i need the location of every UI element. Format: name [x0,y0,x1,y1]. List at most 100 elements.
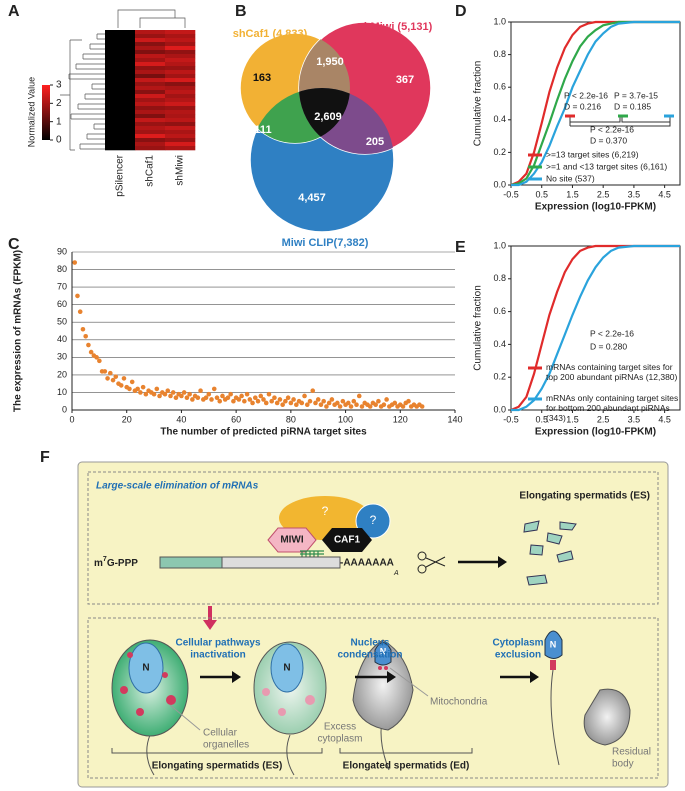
heat-cell [105,90,136,95]
x-tick-label: 1.5 [566,414,579,424]
heat-cell [105,34,136,39]
arrow-head [498,556,507,568]
point [129,379,135,385]
residual-body [583,688,631,746]
nucleus [374,642,392,666]
point [190,397,195,402]
point [86,342,91,348]
panel-label: C [8,236,20,253]
point [381,402,387,408]
heat-cell [105,62,136,67]
heat-cell [135,138,166,143]
point [318,402,324,408]
heat-cell [105,82,136,87]
point [170,390,176,395]
nucleus-label: N [380,646,387,656]
heat-cell [165,70,196,75]
heat-cell [165,110,196,115]
heat-cell [165,62,196,67]
heat-cell [105,94,136,99]
step: condensation [337,650,402,661]
top-box [87,471,659,605]
panel-f: F Large-scale elimination of mRNAs Elong… [40,449,669,788]
point [376,398,381,404]
point [313,400,318,406]
point [299,400,305,406]
top-title: Large-scale elimination of mRNAs [96,481,259,492]
point [83,333,88,339]
residual-label: body [612,759,634,770]
triple [299,88,350,143]
unknown: ? [370,513,377,527]
heat-cell [105,134,136,139]
protein-label: MIWI [280,535,304,546]
point [187,391,192,397]
point [326,400,332,406]
point [184,395,190,401]
tail [286,734,295,776]
point [258,393,264,399]
set-label: shCaf1 (4,833) [233,28,308,40]
heat-cell [165,74,196,79]
legend-label: mRNAs containing target sites for top 20… [546,362,678,382]
legend-label: No site (537) [546,173,595,183]
point [261,397,266,402]
point [135,386,140,392]
x-tick-label: 1.5 [566,189,579,199]
colorbar-label: 1 [56,116,62,127]
nucleus-label: N [550,639,557,649]
y-tick-label: 0.4 [493,339,506,349]
tail [550,669,560,766]
y-tick-label: 0.6 [493,82,506,92]
axis [71,252,455,411]
point [105,376,110,381]
point [247,397,253,402]
heat-cell [165,114,196,119]
heat-cell [105,122,136,127]
heat-cell [165,34,196,39]
heat-cell [105,86,136,91]
point [138,390,143,395]
point [392,400,398,406]
mitochondria-dots [378,666,388,670]
point [288,400,294,406]
cdf-line [511,20,680,187]
legend-label: >=13 target sites (6,219) [546,149,639,159]
y-tick-label: 50 [57,317,67,327]
heat-cell [105,118,136,123]
cap-rest: G-PPP [107,558,138,569]
point [118,383,124,388]
arrow-head [203,620,217,630]
point [321,398,326,404]
cell [352,639,414,731]
point [302,393,307,399]
organelles [262,688,315,716]
point [140,384,146,390]
annotation: D = 0.216 [564,101,601,111]
cap-base: m [94,558,103,569]
point [102,369,108,374]
point [348,404,354,409]
heat-cell [165,138,196,143]
top-stage: Elongating spermatids (ES) [519,491,650,502]
region-count: 111 [254,124,271,136]
point [173,395,179,401]
heat-cell [105,74,136,79]
brackets [111,748,473,754]
y-tick-label: 0.0 [493,404,506,414]
point [242,398,247,404]
heat-cell [105,138,136,143]
heat-cell [135,94,166,99]
y-tick-label: 60 [57,299,67,309]
y-tick-label: 1.0 [493,16,506,26]
x-tick-label: 60 [231,414,241,424]
x-tick-label: 20 [122,414,132,424]
point [239,393,244,399]
heat-cell [165,38,196,43]
point [228,391,233,397]
excess-label: cytoplasm [317,734,362,745]
heat-cell [165,122,196,127]
column-label: shCaf1 [145,155,156,187]
mrna-body [221,556,341,569]
